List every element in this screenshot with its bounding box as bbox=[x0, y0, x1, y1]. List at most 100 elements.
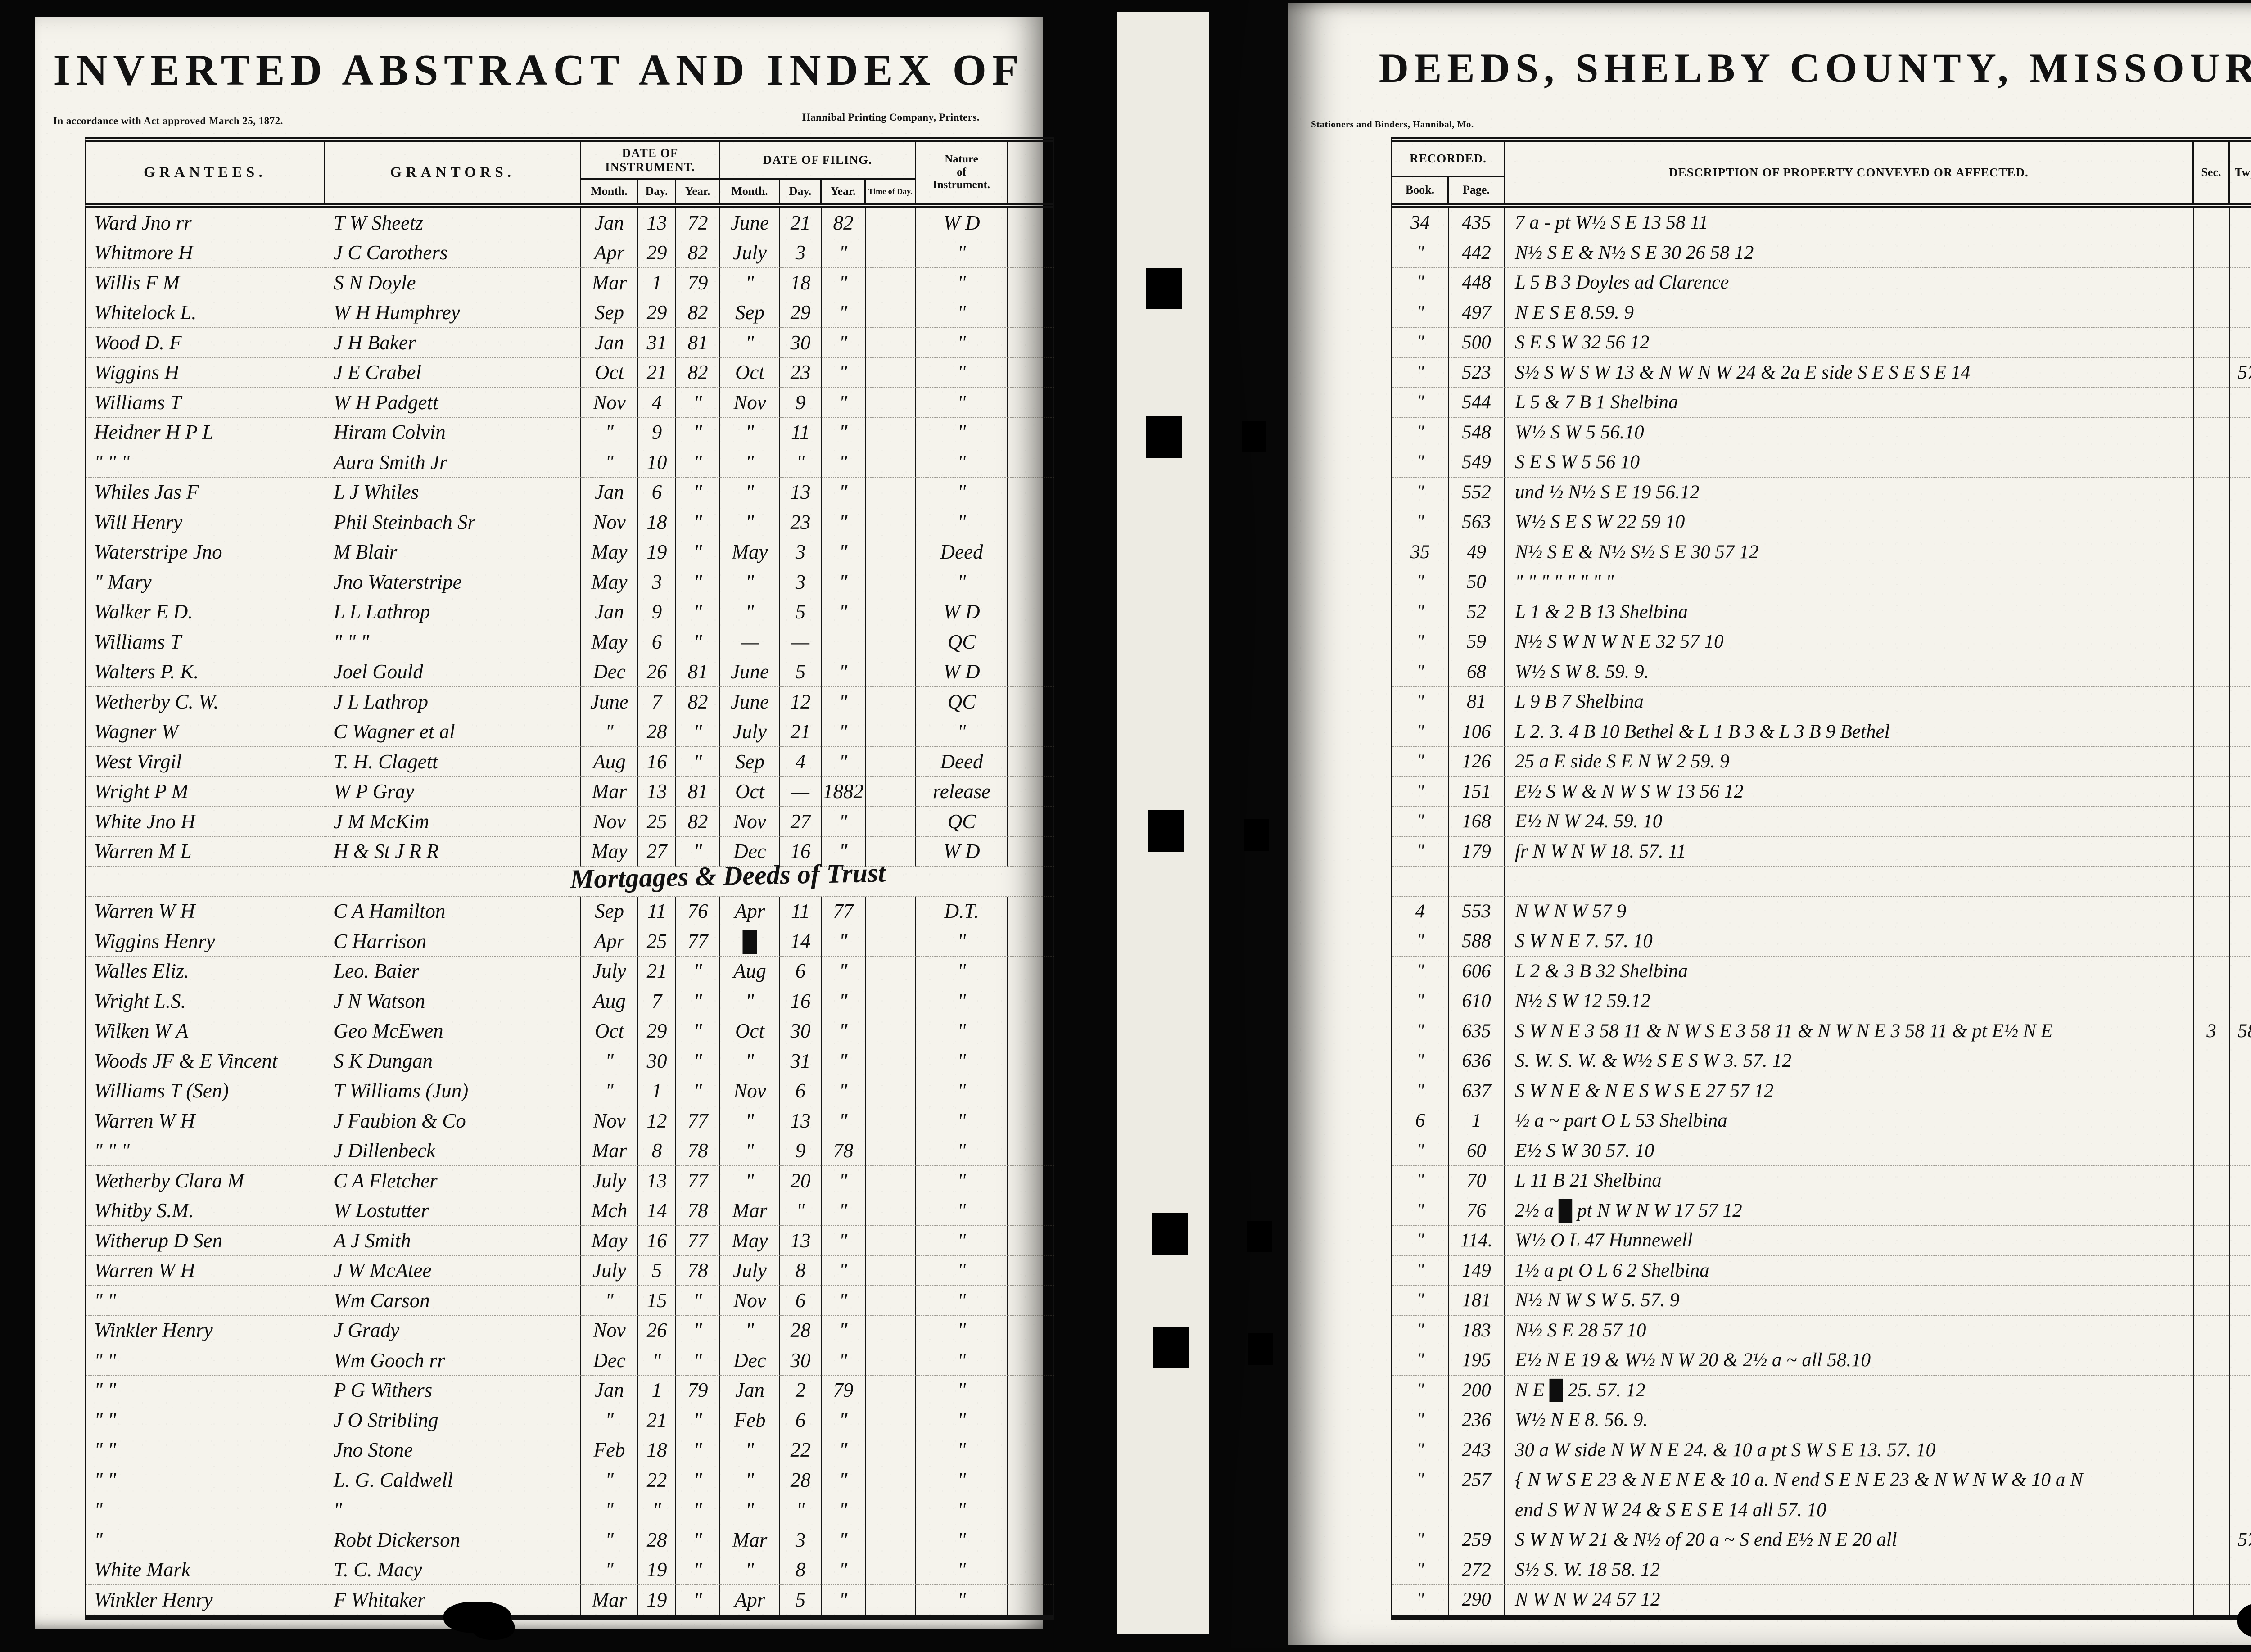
filing-year-cell: " bbox=[822, 1345, 866, 1376]
grantee-cell: Whitmore H bbox=[86, 238, 325, 268]
nature-cell: " bbox=[916, 1555, 1008, 1585]
description-cell: L 2. 3. 4 B 10 Bethel & L 1 B 3 & L 3 B … bbox=[1505, 717, 2194, 747]
instr-day-cell: 29 bbox=[638, 238, 676, 268]
instr-day-cell: " bbox=[638, 1495, 676, 1525]
page-cell bbox=[1449, 1495, 1505, 1525]
instr-day-cell: 6 bbox=[638, 627, 676, 657]
nature-cell: " bbox=[916, 1046, 1008, 1076]
nature-cell: " bbox=[916, 1525, 1008, 1555]
instr-month-cell: Apr bbox=[581, 926, 638, 957]
filing-month-cell: Jan bbox=[720, 1375, 780, 1405]
page-cell: 181 bbox=[1449, 1286, 1505, 1316]
time-of-day-cell bbox=[866, 1585, 916, 1615]
grantor-cell: L J Whiles bbox=[325, 477, 581, 507]
instr-year-cell: 82 bbox=[676, 807, 720, 837]
nature-cell: " bbox=[916, 1166, 1008, 1196]
twp-cell bbox=[2230, 777, 2251, 807]
book-cell: " bbox=[1392, 357, 1449, 388]
description-cell: fr N W N W 18. 57. 11 bbox=[1505, 836, 2194, 867]
sec-cell bbox=[2194, 687, 2230, 717]
instr-day-cell: 7 bbox=[638, 986, 676, 1016]
instr-year-cell: " bbox=[676, 986, 720, 1016]
margin-cell bbox=[1008, 1046, 1054, 1076]
description-cell: und ½ N½ S E 19 56.12 bbox=[1505, 477, 2194, 507]
filing-day-cell: 21 bbox=[780, 717, 822, 747]
filing-year-cell: " bbox=[822, 1465, 866, 1495]
page-cell: 126 bbox=[1449, 747, 1505, 777]
instr-year-cell: " bbox=[676, 1495, 720, 1525]
book-cell: " bbox=[1392, 657, 1449, 687]
grantor-cell: S K Dungan bbox=[325, 1046, 581, 1076]
instr-year-cell: " bbox=[676, 388, 720, 418]
margin-cell bbox=[1008, 537, 1054, 567]
time-of-day-cell bbox=[866, 567, 916, 597]
filing-year-cell: " bbox=[822, 1016, 866, 1046]
description-cell: L 11 B 21 Shelbina bbox=[1505, 1166, 2194, 1196]
grantee-cell: Wetherby C. W. bbox=[86, 687, 325, 717]
instr-year-cell: " bbox=[676, 1525, 720, 1555]
grantor-cell: J Grady bbox=[325, 1315, 581, 1345]
grantor-cell: Wm Carson bbox=[325, 1286, 581, 1316]
time-of-day-cell bbox=[866, 447, 916, 478]
margin-cell bbox=[1008, 1525, 1054, 1555]
grantor-cell: L L Lathrop bbox=[325, 597, 581, 627]
grantor-cell: P G Withers bbox=[325, 1375, 581, 1405]
col-sec: Sec. bbox=[2194, 142, 2230, 203]
instr-year-cell: 79 bbox=[676, 1375, 720, 1405]
filing-day-cell: 3 bbox=[780, 238, 822, 268]
nature-cell: W D bbox=[916, 208, 1008, 238]
filing-month-cell: " bbox=[720, 1315, 780, 1345]
filing-day-cell: 9 bbox=[780, 1136, 822, 1166]
instr-day-cell: 21 bbox=[638, 1405, 676, 1435]
description-cell: S. W. S. W. & W½ S E S W 3. 57. 12 bbox=[1505, 1046, 2194, 1076]
instr-month-cell: " bbox=[581, 417, 638, 447]
instr-day-cell: 11 bbox=[638, 896, 676, 926]
grantee-cell: Wiggins Henry bbox=[86, 926, 325, 957]
page-cell: 553 bbox=[1449, 896, 1505, 926]
nature-cell: " bbox=[916, 1016, 1008, 1046]
margin-cell bbox=[1008, 1585, 1054, 1615]
instr-month-cell: " bbox=[581, 1076, 638, 1106]
grantee-cell: Walters P. K. bbox=[86, 657, 325, 687]
col-filing-month: Month. bbox=[720, 180, 780, 203]
instr-month-cell: " bbox=[581, 1046, 638, 1076]
filing-year-cell: " bbox=[822, 956, 866, 986]
filing-month-cell: May bbox=[720, 1226, 780, 1256]
instr-year-cell: " bbox=[676, 627, 720, 657]
sec-cell bbox=[2194, 1106, 2230, 1136]
twp-cell bbox=[2230, 597, 2251, 627]
grantor-cell: Aura Smith Jr bbox=[325, 447, 581, 478]
filing-month-cell: " bbox=[720, 447, 780, 478]
twp-cell bbox=[2230, 747, 2251, 777]
punch-hole bbox=[1248, 1333, 1273, 1365]
filing-month-cell: Oct bbox=[720, 357, 780, 388]
page-cell: 183 bbox=[1449, 1315, 1505, 1345]
description-cell: 1½ a pt O L 6 2 Shelbina bbox=[1505, 1255, 2194, 1286]
filing-month-cell: Nov bbox=[720, 1286, 780, 1316]
page-cell: 500 bbox=[1449, 328, 1505, 358]
instr-year-cell: " bbox=[676, 417, 720, 447]
instr-day-cell: 26 bbox=[638, 1315, 676, 1345]
sec-cell bbox=[2194, 1345, 2230, 1376]
page-cell: 548 bbox=[1449, 417, 1505, 447]
instr-month-cell: Aug bbox=[581, 986, 638, 1016]
instr-month-cell: Nov bbox=[581, 1106, 638, 1136]
instr-month-cell: Nov bbox=[581, 507, 638, 537]
col-filing-year: Year. bbox=[822, 180, 866, 203]
book-cell: " bbox=[1392, 268, 1449, 298]
recorded-description-table: RECORDED. DESCRIPTION OF PROPERTY CONVEY… bbox=[1391, 137, 2251, 1620]
page-cell: 68 bbox=[1449, 657, 1505, 687]
grantor-cell: Jno Stone bbox=[325, 1435, 581, 1465]
margin-cell bbox=[1008, 478, 1054, 507]
filing-year-cell: " bbox=[822, 747, 866, 777]
filing-year-cell: " bbox=[822, 1076, 866, 1106]
filing-month-cell: " bbox=[720, 986, 780, 1016]
filing-month-cell: June bbox=[720, 687, 780, 717]
nature-cell: " bbox=[916, 1226, 1008, 1256]
instr-month-cell: Nov bbox=[581, 807, 638, 837]
instr-year-cell: 82 bbox=[676, 238, 720, 268]
nature-cell: W D bbox=[916, 836, 1008, 867]
twp-cell bbox=[2230, 478, 2251, 507]
filing-month-cell: Apr bbox=[720, 896, 780, 926]
book-cell: " bbox=[1392, 388, 1449, 418]
